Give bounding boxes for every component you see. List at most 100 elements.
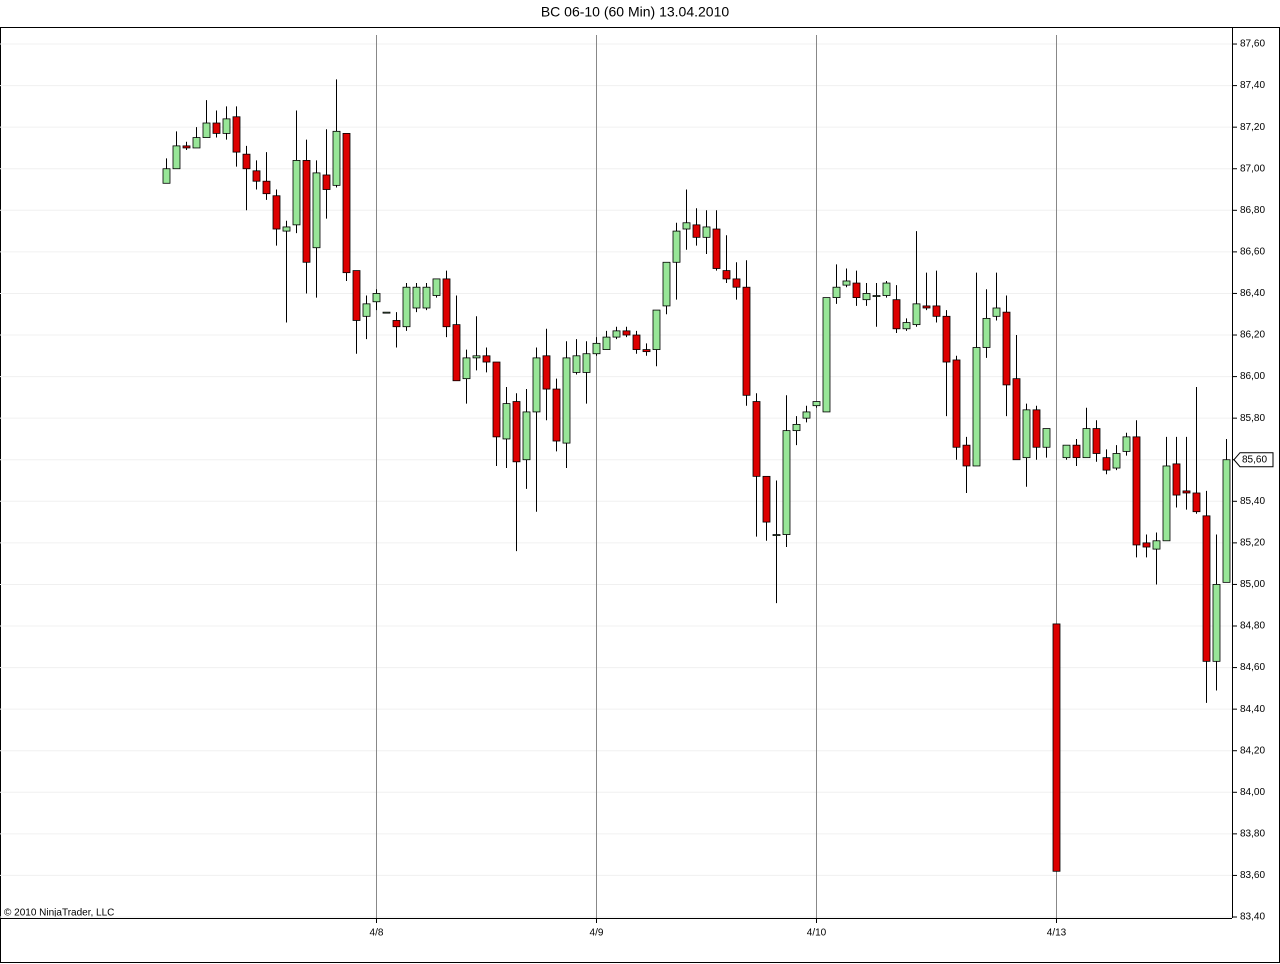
candle-body — [1142, 542, 1151, 548]
candle-body — [342, 133, 351, 274]
candle-body — [1042, 428, 1051, 448]
candle-body — [742, 286, 751, 396]
candle-body — [722, 270, 731, 280]
candle-body — [772, 534, 781, 536]
candle-body — [1102, 457, 1111, 471]
candle-body — [532, 357, 541, 413]
y-tick-label: 83,80 — [1240, 829, 1265, 840]
candle-body — [1112, 453, 1121, 469]
candle-body — [602, 336, 611, 350]
candle-body — [1082, 428, 1091, 459]
y-tick-label: 84,80 — [1240, 621, 1265, 632]
y-tick-label: 84,20 — [1240, 745, 1265, 756]
y-tick-label: 87,00 — [1240, 163, 1265, 174]
candle-body — [1122, 436, 1131, 452]
candle-body — [562, 357, 571, 444]
candle-body — [452, 324, 461, 382]
candle-body — [552, 388, 561, 442]
y-tick-label: 86,80 — [1240, 205, 1265, 216]
candle-body — [1162, 465, 1171, 542]
y-tick-label: 85,00 — [1240, 579, 1265, 590]
candle-body — [1072, 444, 1081, 459]
candle-body — [582, 353, 591, 373]
candle-body — [1192, 492, 1201, 513]
y-tick-label: 86,00 — [1240, 371, 1265, 382]
candle-body — [472, 355, 481, 359]
candle-body — [332, 130, 341, 186]
x-tick-label: 4/8 — [370, 928, 384, 939]
candle-body — [902, 322, 911, 330]
candle-body — [482, 355, 491, 363]
chart-title: BC 06-10 (60 Min) 13.04.2010 — [541, 4, 730, 20]
candle-body — [962, 444, 971, 467]
candle-body — [392, 320, 401, 328]
candle-body — [302, 160, 311, 263]
candle-body — [1002, 311, 1011, 386]
candle-body — [232, 116, 241, 153]
candle-body — [622, 330, 631, 336]
candle-body — [542, 355, 551, 390]
candle-body — [242, 153, 251, 170]
candle-body — [1172, 463, 1181, 496]
candle-body — [412, 286, 421, 309]
y-tick-label: 83,60 — [1240, 870, 1265, 881]
candle-body — [292, 160, 301, 226]
candle-body — [202, 122, 211, 138]
candle-body — [362, 303, 371, 317]
candle-body — [442, 278, 451, 328]
candle-body — [952, 359, 961, 448]
candle-body — [662, 261, 671, 307]
candle-body — [422, 286, 431, 309]
candle-body — [652, 309, 661, 350]
candle-body — [792, 423, 801, 432]
candle-body — [592, 342, 601, 355]
candle-body — [182, 145, 191, 149]
y-tick-label: 84,00 — [1240, 787, 1265, 798]
candle-body — [222, 118, 231, 134]
candle-body — [1052, 623, 1061, 872]
x-tick-label: 4/10 — [807, 928, 827, 939]
candle-body — [762, 475, 771, 523]
candle-body — [1022, 409, 1031, 459]
candle-body — [862, 293, 871, 301]
candle-body — [992, 307, 1001, 317]
candle-body — [632, 334, 641, 350]
candle-body — [932, 305, 941, 317]
candle-body — [832, 286, 841, 299]
y-tick-label: 85,80 — [1240, 413, 1265, 424]
candle-body — [352, 270, 361, 321]
last-price-label: 85,60 — [1242, 454, 1267, 465]
candle-body — [1212, 584, 1221, 662]
candle-body — [752, 401, 761, 477]
candle-body — [252, 170, 261, 182]
candle-body — [642, 349, 651, 353]
y-tick-label: 87,60 — [1240, 39, 1265, 50]
y-tick-label: 84,40 — [1240, 704, 1265, 715]
y-tick-label: 86,60 — [1240, 247, 1265, 258]
candle-body — [272, 195, 281, 230]
y-tick-label: 85,20 — [1240, 538, 1265, 549]
candle-body — [572, 355, 581, 373]
copyright: © 2010 NinjaTrader, LLC — [4, 908, 114, 919]
candle-body — [522, 411, 531, 461]
x-tick-label: 4/9 — [590, 928, 604, 939]
candle-body — [852, 282, 861, 299]
y-tick-label: 84,60 — [1240, 662, 1265, 673]
candle-body — [612, 330, 621, 338]
y-tick-label: 86,20 — [1240, 330, 1265, 341]
candle-body — [802, 411, 811, 419]
candle-body — [972, 347, 981, 467]
candle-body — [922, 305, 931, 309]
candle-body — [812, 401, 821, 407]
last-price-marker — [1233, 452, 1274, 468]
y-tick-label: 86,40 — [1240, 288, 1265, 299]
y-tick-label: 85,40 — [1240, 496, 1265, 507]
candle-body — [432, 278, 441, 296]
candle-body — [382, 311, 391, 314]
candle-body — [1092, 428, 1101, 454]
candle-body — [192, 137, 201, 149]
candle-body — [322, 174, 331, 190]
candle-body — [262, 180, 271, 195]
candle-body — [1012, 378, 1021, 461]
